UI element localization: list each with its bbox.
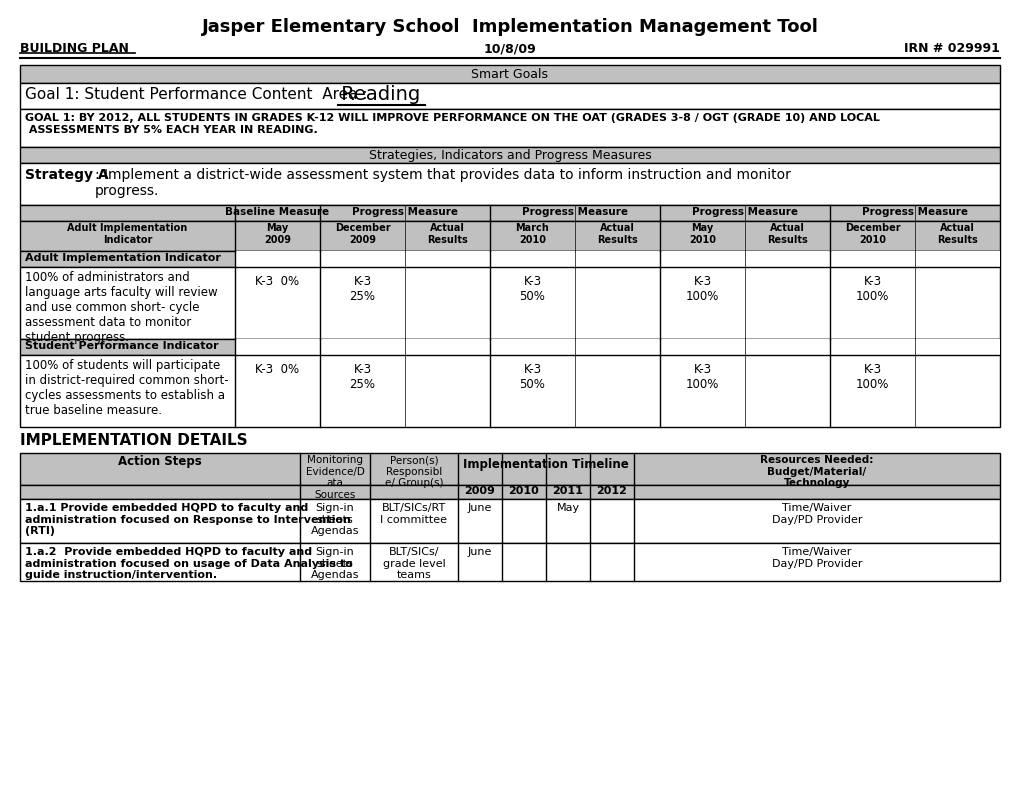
Text: K-3
50%: K-3 50% (519, 363, 545, 391)
Bar (20, 251, 999, 267)
Text: Strategies, Indicators and Progress Measures: Strategies, Indicators and Progress Meas… (368, 149, 651, 162)
Text: Jasper Elementary School  Implementation Management Tool: Jasper Elementary School Implementation … (202, 18, 817, 36)
Text: Actual
Results: Actual Results (427, 223, 468, 244)
Text: Progress Measure: Progress Measure (352, 207, 458, 217)
Text: Goal 1: Student Performance Content  Area :: Goal 1: Student Performance Content Area… (25, 87, 367, 102)
Text: 100% of administrators and
language arts faculty will review
and use common shor: 100% of administrators and language arts… (25, 271, 217, 344)
Text: BUILDING PLAN: BUILDING PLAN (20, 42, 128, 55)
Text: BLT/SICs/
grade level
teams: BLT/SICs/ grade level teams (382, 547, 445, 580)
Text: 1.a.2  Provide embedded HQPD to faculty and
administration focused on usage of D: 1.a.2 Provide embedded HQPD to faculty a… (25, 547, 353, 580)
Bar (20, 83, 999, 109)
Bar (20, 355, 999, 427)
Text: Strategy A: Strategy A (25, 168, 108, 182)
Text: 2009: 2009 (464, 486, 495, 496)
Text: Progress Measure: Progress Measure (691, 207, 797, 217)
Text: GOAL 1: BY 2012, ALL STUDENTS IN GRADES K-12 WILL IMPROVE PERFORMANCE ON THE OAT: GOAL 1: BY 2012, ALL STUDENTS IN GRADES … (25, 113, 879, 135)
Text: Progress Measure: Progress Measure (522, 207, 628, 217)
Text: June: June (468, 503, 492, 513)
Text: December
2009: December 2009 (334, 223, 390, 244)
Bar (20, 65, 999, 83)
Text: Actual
Results: Actual Results (596, 223, 637, 244)
Text: May: May (556, 503, 579, 513)
Bar (20, 543, 999, 581)
Text: BLT/SICs/RT
I committee: BLT/SICs/RT I committee (380, 503, 447, 525)
Text: K-3
50%: K-3 50% (519, 275, 545, 303)
Text: K-3
25%: K-3 25% (350, 363, 375, 391)
Text: 100% of students will participate
in district-required common short-
cycles asse: 100% of students will participate in dis… (25, 359, 228, 417)
Text: Adult Implementation
Indicator: Adult Implementation Indicator (67, 223, 187, 244)
Text: Action Steps: Action Steps (118, 455, 202, 468)
Text: May
2009: May 2009 (264, 223, 290, 244)
Text: December
2010: December 2010 (844, 223, 900, 244)
Bar (20, 485, 999, 499)
Text: Time/Waiver
Day/PD Provider: Time/Waiver Day/PD Provider (771, 547, 861, 569)
Text: Sign-in
sheets
Agendas: Sign-in sheets Agendas (311, 503, 359, 536)
Bar (20, 499, 999, 543)
Bar (20, 339, 999, 355)
Bar (20, 109, 999, 147)
Text: K-3
25%: K-3 25% (350, 275, 375, 303)
Text: IRN # 029991: IRN # 029991 (903, 42, 999, 55)
Text: K-3
100%: K-3 100% (685, 363, 718, 391)
Bar (20, 221, 999, 251)
Text: K-3
100%: K-3 100% (685, 275, 718, 303)
Text: June: June (468, 547, 492, 557)
Text: Baseline Measure: Baseline Measure (225, 207, 329, 217)
Text: Smart Goals: Smart Goals (471, 68, 548, 81)
Text: May
2010: May 2010 (688, 223, 715, 244)
Text: 2011: 2011 (552, 486, 583, 496)
Text: Implementation Timeline: Implementation Timeline (463, 458, 629, 471)
Text: Person(s)
Responsibl
e/ Group(s): Person(s) Responsibl e/ Group(s) (384, 455, 443, 489)
Text: : Implement a district-wide assessment system that provides data to inform instr: : Implement a district-wide assessment s… (95, 168, 790, 199)
Text: Sign-in
sheets
Agendas: Sign-in sheets Agendas (311, 547, 359, 580)
Text: K-3  0%: K-3 0% (255, 363, 300, 376)
Text: K-3
100%: K-3 100% (855, 363, 889, 391)
Text: 2010: 2010 (508, 486, 539, 496)
Text: K-3  0%: K-3 0% (255, 275, 300, 288)
Text: Adult Implementation Indicator: Adult Implementation Indicator (25, 253, 221, 263)
Text: Actual
Results: Actual Results (766, 223, 807, 244)
Text: Reading: Reading (334, 85, 420, 104)
Text: March
2010: March 2010 (516, 223, 549, 244)
Text: Time/Waiver
Day/PD Provider: Time/Waiver Day/PD Provider (771, 503, 861, 525)
Bar (20, 147, 999, 163)
Bar (20, 163, 999, 205)
Bar (20, 205, 999, 221)
Text: 10/8/09: 10/8/09 (483, 42, 536, 55)
Bar (20, 453, 999, 485)
Text: 2012: 2012 (596, 486, 627, 496)
Text: IMPLEMENTATION DETAILS: IMPLEMENTATION DETAILS (20, 433, 248, 448)
Text: Student Performance Indicator: Student Performance Indicator (25, 341, 218, 351)
Bar (234, 339, 999, 355)
Text: Progress Measure: Progress Measure (861, 207, 967, 217)
Text: K-3
100%: K-3 100% (855, 275, 889, 303)
Bar (20, 267, 999, 339)
Bar (234, 251, 999, 267)
Text: Actual
Results: Actual Results (936, 223, 977, 244)
Text: 1.a.1 Provide embedded HQPD to faculty and
administration focused on Response to: 1.a.1 Provide embedded HQPD to faculty a… (25, 503, 351, 536)
Text: Resources Needed:
Budget/Material/
Technology: Resources Needed: Budget/Material/ Techn… (759, 455, 873, 489)
Text: Monitoring
Evidence/D
ata
Sources: Monitoring Evidence/D ata Sources (306, 455, 364, 500)
